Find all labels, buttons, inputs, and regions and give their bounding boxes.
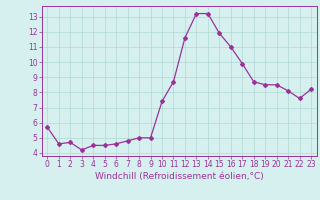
X-axis label: Windchill (Refroidissement éolien,°C): Windchill (Refroidissement éolien,°C) (95, 172, 264, 181)
